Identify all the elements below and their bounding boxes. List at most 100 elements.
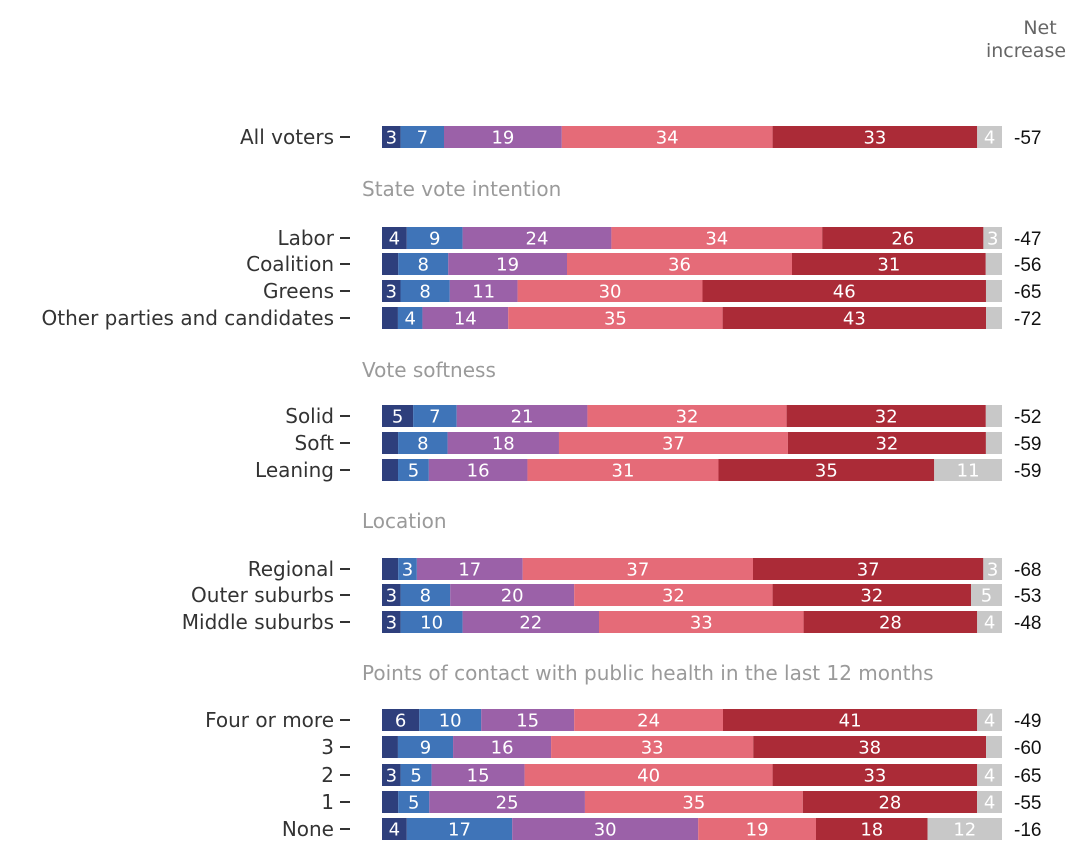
bar-segment-outer-suburbs-6: [971, 584, 1002, 606]
bar-segment-leaning-4: [527, 459, 719, 481]
segment-value-all-voters-4: 34: [656, 128, 679, 149]
segment-value-none-2: 17: [448, 820, 471, 841]
net-value-middle-suburbs: -48: [1014, 613, 1041, 634]
bar-segment-coalition-6: [985, 253, 1002, 275]
row-label-four-or-more: Four or more: [205, 708, 334, 732]
bar-segment-greens-4: [517, 280, 703, 302]
row-label-soft: Soft: [295, 431, 335, 455]
bar-segment-2-5: [772, 764, 978, 786]
segment-value-leaning-2: 5: [408, 461, 419, 482]
bar-segment-2-4: [524, 764, 773, 786]
segment-value-greens-1: 3: [386, 282, 397, 303]
bar-segment-outer-suburbs-4: [574, 584, 773, 606]
row-label-3: 3: [321, 735, 334, 759]
segment-value-outer-suburbs-4: 32: [662, 586, 685, 607]
bar-segment-regional-3: [416, 558, 523, 580]
bar-segment-regional-2: [398, 558, 417, 580]
segment-value-coalition-2: 8: [418, 255, 429, 276]
segment-value-3-5: 38: [858, 738, 881, 759]
bar-segment-labor-4: [611, 227, 823, 249]
segment-value-solid-1: 5: [392, 407, 403, 428]
segment-value-regional-2: 3: [402, 560, 413, 581]
bar-segment-solid-3: [456, 405, 588, 427]
net-value-all-voters: -57: [1014, 128, 1041, 149]
segment-value-none-6: 12: [953, 820, 976, 841]
bar-segment-solid-2: [413, 405, 457, 427]
bar-segment-none-5: [816, 818, 928, 840]
bar-row-regional: Regional 3 17 37 37 3 -68: [248, 557, 1042, 581]
bar-row-outer-suburbs: Outer suburbs 3 8 20 32 32 5 -53: [191, 583, 1041, 607]
bar-segment-2-1: [382, 764, 401, 786]
bar-segment-leaning-3: [428, 459, 528, 481]
bar-row-coalition: Coalition 8 19 36 31 -56: [246, 252, 1041, 276]
net-value-greens: -65: [1014, 282, 1041, 303]
segment-value-2-5: 33: [863, 766, 886, 787]
bar-segment-coalition-3: [448, 253, 567, 275]
segment-value-four-or-more-3: 15: [516, 711, 539, 732]
segment-value-leaning-6: 11: [957, 461, 980, 482]
bar-segment-coalition-1: [382, 253, 399, 275]
bar-segment-labor-1: [382, 227, 407, 249]
bar-row-labor: Labor 4 9 24 34 26 3 -47: [277, 226, 1041, 250]
bar-segment-none-3: [512, 818, 699, 840]
bar-segment-coalition-4: [567, 253, 792, 275]
segment-value-labor-6: 3: [987, 229, 998, 250]
bar-segment-labor-3: [462, 227, 612, 249]
row-label-regional: Regional: [248, 557, 334, 581]
bar-segment-soft-1: [382, 432, 399, 454]
bar-segment-all-voters-3: [444, 126, 562, 148]
row-label-outer-suburbs: Outer suburbs: [191, 583, 334, 607]
segment-value-other-parties-and-candidates-3: 14: [454, 309, 477, 330]
net-value-other-parties-and-candidates: -72: [1014, 309, 1041, 330]
bar-segment-four-or-more-3: [481, 709, 575, 731]
segment-value-solid-4: 32: [676, 407, 699, 428]
bar-segment-middle-suburbs-2: [400, 611, 463, 633]
group-header-location: Location: [362, 509, 447, 533]
segment-value-outer-suburbs-3: 20: [501, 586, 524, 607]
segment-value-four-or-more-4: 24: [637, 711, 660, 732]
bar-segment-2-6: [977, 764, 1002, 786]
segment-value-1-3: 25: [496, 793, 519, 814]
bar-segment-leaning-6: [934, 459, 1002, 481]
bar-row-greens: Greens 3 8 11 30 46 -65: [263, 279, 1041, 303]
bar-segment-soft-4: [558, 432, 788, 454]
bar-segment-soft-2: [398, 432, 448, 454]
segment-value-all-voters-3: 19: [491, 128, 514, 149]
bar-segment-four-or-more-6: [977, 709, 1002, 731]
segment-value-labor-3: 24: [526, 229, 549, 250]
segment-value-all-voters-1: 3: [386, 128, 397, 149]
bar-segment-3-6: [986, 736, 1002, 758]
segment-value-other-parties-and-candidates-5: 43: [843, 309, 866, 330]
segment-value-outer-suburbs-1: 3: [386, 586, 397, 607]
segment-value-greens-4: 30: [599, 282, 622, 303]
bar-row-2: 2 3 5 15 40 33 4 -65: [321, 763, 1041, 787]
segment-value-middle-suburbs-5: 28: [879, 613, 902, 634]
bar-segment-solid-4: [587, 405, 787, 427]
segment-value-regional-5: 37: [857, 560, 880, 581]
net-value-leaning: -59: [1014, 461, 1041, 482]
bar-segment-greens-2: [400, 280, 450, 302]
bar-segment-middle-suburbs-4: [599, 611, 804, 633]
bar-row-solid: Solid 5 7 21 32 32 -52: [285, 404, 1041, 428]
bar-segment-2-2: [400, 764, 432, 786]
bar-row-middle-suburbs: Middle suburbs 3 10 22 33 28 4 -48: [182, 610, 1042, 634]
bar-segment-soft-3: [447, 432, 559, 454]
segment-value-outer-suburbs-2: 8: [420, 586, 431, 607]
bar-segment-solid-6: [985, 405, 1002, 427]
bar-segment-middle-suburbs-5: [803, 611, 978, 633]
row-label-none: None: [282, 817, 334, 841]
bar-segment-regional-4: [522, 558, 753, 580]
row-label-other-parties-and-candidates: Other parties and candidates: [42, 306, 334, 330]
net-value-regional: -68: [1014, 560, 1041, 581]
bar-segment-1-3: [429, 791, 585, 813]
segment-value-greens-5: 46: [833, 282, 856, 303]
net-value-coalition: -56: [1014, 255, 1041, 276]
bar-segment-1-4: [584, 791, 803, 813]
group-header-vote-softness: Vote softness: [362, 358, 496, 382]
bar-row-all-voters: All voters 3 7 19 34 33 4 -57: [240, 125, 1041, 149]
segment-value-all-voters-6: 4: [984, 128, 995, 149]
segment-value-outer-suburbs-6: 5: [981, 586, 992, 607]
net-value-four-or-more: -49: [1014, 711, 1041, 732]
net-increase-header-line1: Net: [1023, 17, 1056, 39]
segment-value-middle-suburbs-2: 10: [420, 613, 443, 634]
